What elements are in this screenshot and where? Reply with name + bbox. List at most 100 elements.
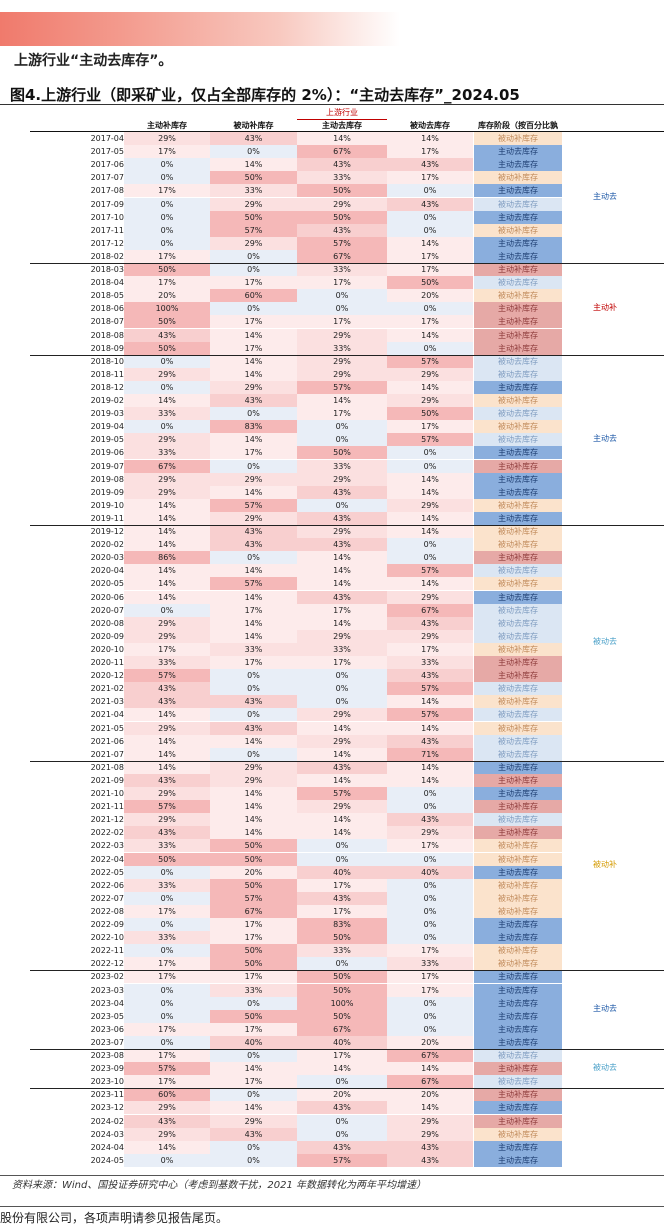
value-cell: 0% [387,1009,473,1023]
row-date-label: 2019-09 [90,487,124,497]
stage-cell: 主动去库存 [473,184,563,198]
stage-cell: 被动补库存 [473,171,563,185]
stage-cell: 被动去库存 [473,354,563,368]
value-cell: 17% [124,957,210,971]
table-row: 2020-06 14% 14% 43% 29% 主动去库存 [0,590,664,604]
row-date-label: 2018-04 [90,278,124,288]
value-cell: 14% [387,721,473,735]
table-row: 2021-06 14% 14% 29% 43% 被动去库存 [0,734,664,748]
value-cell: 0% [124,197,210,211]
row-date-label: 2023-09 [90,1064,124,1074]
row-date: 2020-08 [30,617,124,630]
stage-cell: 主动去库存 [473,1153,563,1167]
stage-cell: 被动补库存 [473,891,563,905]
value-cell: 0% [387,996,473,1010]
value-cell: 43% [387,734,473,748]
row-date-label: 2018-02 [90,251,124,261]
value-cell: 14% [387,773,473,787]
table-row: 2024-05 0% 0% 57% 43% 主动去库存 [0,1153,664,1167]
stage-cell: 主动补库存 [473,315,563,329]
row-date-label: 2024-04 [90,1142,124,1152]
value-cell: 100% [124,302,210,316]
value-cell: 43% [297,590,387,604]
value-cell: 83% [210,420,297,434]
value-cell: 17% [210,446,297,460]
value-cell: 0% [210,407,297,421]
row-date: 2023-12 [30,1101,124,1114]
stage-cell: 主动去库存 [473,485,563,499]
row-date-label: 2022-06 [90,880,124,890]
table-row: 2021-09 43% 29% 14% 14% 主动补库存 [0,773,664,787]
value-cell: 43% [387,1153,473,1167]
row-date: 2023-05 [30,1010,124,1023]
group-header: 上游行业 [297,106,387,120]
row-date: 2020-10 [30,643,124,656]
value-cell: 0% [124,891,210,905]
value-cell: 43% [387,669,473,683]
row-date-label: 2020-07 [90,605,124,615]
row-date: 2017-10 [30,211,124,224]
value-cell: 50% [297,983,387,997]
table-row: 2019-05 29% 14% 0% 57% 被动去库存 [0,433,664,447]
row-date: 2021-07 [30,748,124,761]
row-date-label: 2020-12 [90,671,124,681]
row-date-label: 2022-04 [90,854,124,864]
value-cell: 14% [124,708,210,722]
value-cell: 67% [124,459,210,473]
row-date: 2019-07 [30,460,124,473]
row-date: 2019-10 [30,499,124,512]
stage-cell: 主动去库存 [473,865,563,879]
row-date-label: 2018-06 [90,304,124,314]
value-cell: 14% [297,747,387,761]
table-row: 2018-12 0% 29% 57% 14% 主动去库存 [0,380,664,394]
value-cell: 0% [124,944,210,958]
value-cell: 17% [297,656,387,669]
row-date: 2017-11 [30,224,124,237]
group-label: 主动去 [593,192,617,201]
stage-cell: 主动补库存 [473,302,563,316]
row-date: 2022-11 [30,944,124,957]
value-cell: 57% [387,682,473,696]
value-cell: 29% [210,472,297,486]
value-cell: 0% [210,682,297,696]
value-cell: 33% [124,839,210,853]
value-cell: 0% [210,249,297,263]
value-cell: 57% [124,800,210,814]
value-cell: 20% [387,1088,473,1102]
row-date: 2021-06 [30,735,124,748]
value-cell: 57% [210,498,297,512]
row-date: 2023-11 [30,1088,124,1101]
intro-text: 上游行业“主动去库存”。 [14,53,173,69]
value-cell: 17% [387,420,473,434]
value-cell: 17% [210,276,297,290]
stage-cell: 被动补库存 [473,944,563,958]
value-cell: 29% [124,472,210,486]
value-cell: 20% [387,289,473,303]
value-cell: 50% [210,171,297,185]
row-date: 2024-03 [30,1128,124,1141]
value-cell: 43% [124,773,210,787]
row-date: 2018-08 [30,329,124,342]
value-cell: 0% [124,603,210,617]
stage-cell: 被动补库存 [473,577,563,591]
value-cell: 0% [124,1153,210,1167]
row-date: 2019-11 [30,512,124,525]
row-date-label: 2023-11 [90,1090,124,1100]
row-date: 2019-02 [30,394,124,407]
value-cell: 14% [210,734,297,748]
value-cell: 0% [124,996,210,1010]
value-cell: 50% [210,1009,297,1023]
value-cell: 14% [297,132,387,145]
value-cell: 17% [297,315,387,329]
row-date-label: 2018-10 [90,356,124,366]
value-cell: 29% [124,132,210,145]
table-row: 2018-04 17% 17% 17% 50% 被动去库存 [0,276,664,290]
row-date: 2023-06 [30,1023,124,1036]
value-cell: 0% [387,1022,473,1036]
stage-cell: 被动补库存 [473,498,563,512]
value-cell: 57% [387,564,473,578]
value-cell: 33% [387,656,473,669]
header-divider [30,131,664,132]
value-cell: 33% [297,944,387,958]
value-cell: 0% [387,184,473,198]
